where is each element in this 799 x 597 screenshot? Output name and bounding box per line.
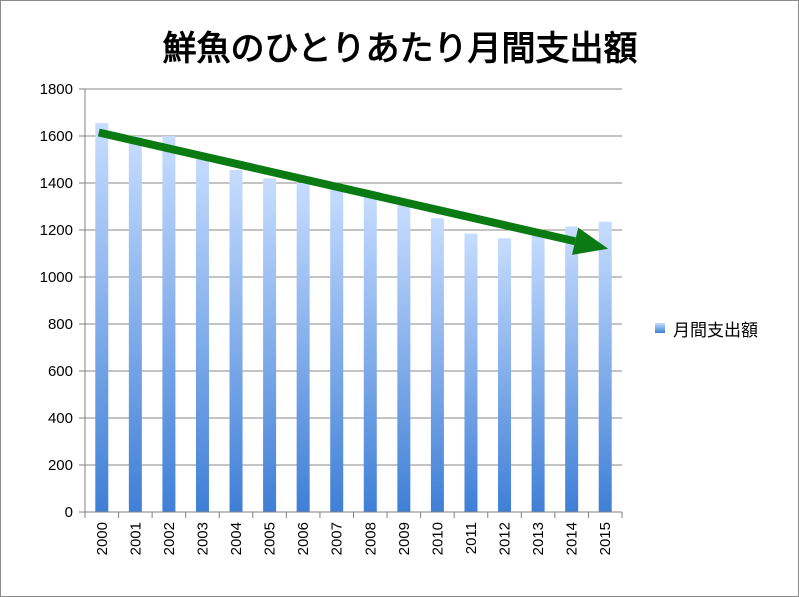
bar (598, 221, 612, 512)
bars (95, 123, 612, 513)
y-tick-label: 1200 (40, 222, 73, 239)
x-tick-label: 2004 (228, 522, 245, 555)
x-tick-label: 2011 (463, 522, 480, 554)
x-tick-label: 2015 (597, 522, 614, 555)
bar (430, 218, 444, 512)
bar (128, 136, 142, 512)
bar (498, 238, 512, 512)
y-tick-label: 400 (48, 410, 73, 427)
x-tick-label: 2003 (194, 522, 211, 555)
y-tick-label: 1800 (40, 81, 73, 98)
legend: 月間支出額 (655, 321, 758, 341)
x-tick-label: 2012 (497, 522, 514, 555)
trend-arrow-shaft (97, 128, 576, 246)
x-tick-labels: 2000 2001 2002 2003 2004 2005 2006 2007 2008 2009… (94, 522, 614, 555)
bar (531, 231, 545, 513)
trend-arrow-head (572, 227, 609, 255)
x-tick-label: 2008 (362, 522, 379, 555)
y-tick-label: 1600 (40, 128, 73, 145)
x-tick-label: 2009 (396, 522, 413, 555)
x-tick-label: 2005 (262, 522, 279, 555)
y-tick-label: 600 (48, 363, 73, 380)
bar (565, 226, 579, 512)
bar (95, 123, 109, 512)
bar (464, 233, 478, 512)
legend-swatch (655, 323, 665, 333)
axes (84, 89, 623, 518)
y-tick-label: 800 (48, 316, 73, 333)
bar (263, 178, 277, 513)
x-tick-label: 2006 (295, 522, 312, 555)
y-tick-label: 1000 (40, 269, 73, 286)
y-tick-label: 1400 (40, 175, 73, 192)
bar (195, 153, 209, 512)
x-tick-label: 2002 (161, 522, 178, 555)
y-tick-label: 200 (48, 457, 73, 474)
x-tick-label: 2014 (564, 522, 581, 555)
bar (229, 170, 243, 512)
bar (397, 205, 411, 512)
x-tick-label: 2007 (329, 522, 346, 555)
x-tick-label: 2001 (127, 522, 144, 555)
x-tick-label: 2010 (429, 522, 446, 555)
bar (330, 184, 344, 513)
x-tick-label: 2000 (94, 522, 111, 555)
bar (296, 183, 310, 512)
legend-label: 月間支出額 (673, 321, 758, 341)
x-tick-label: 2013 (530, 522, 547, 555)
y-tick-label: 0 (65, 504, 73, 521)
bar (363, 193, 377, 512)
trend-arrow (97, 128, 609, 255)
chart-title: 鮮魚のひとりあたり月間支出額 (163, 29, 638, 69)
bar (162, 136, 176, 512)
y-tick-labels: 0 200 400 600 800 1000 1200 1400 1600 1800 (40, 81, 73, 521)
